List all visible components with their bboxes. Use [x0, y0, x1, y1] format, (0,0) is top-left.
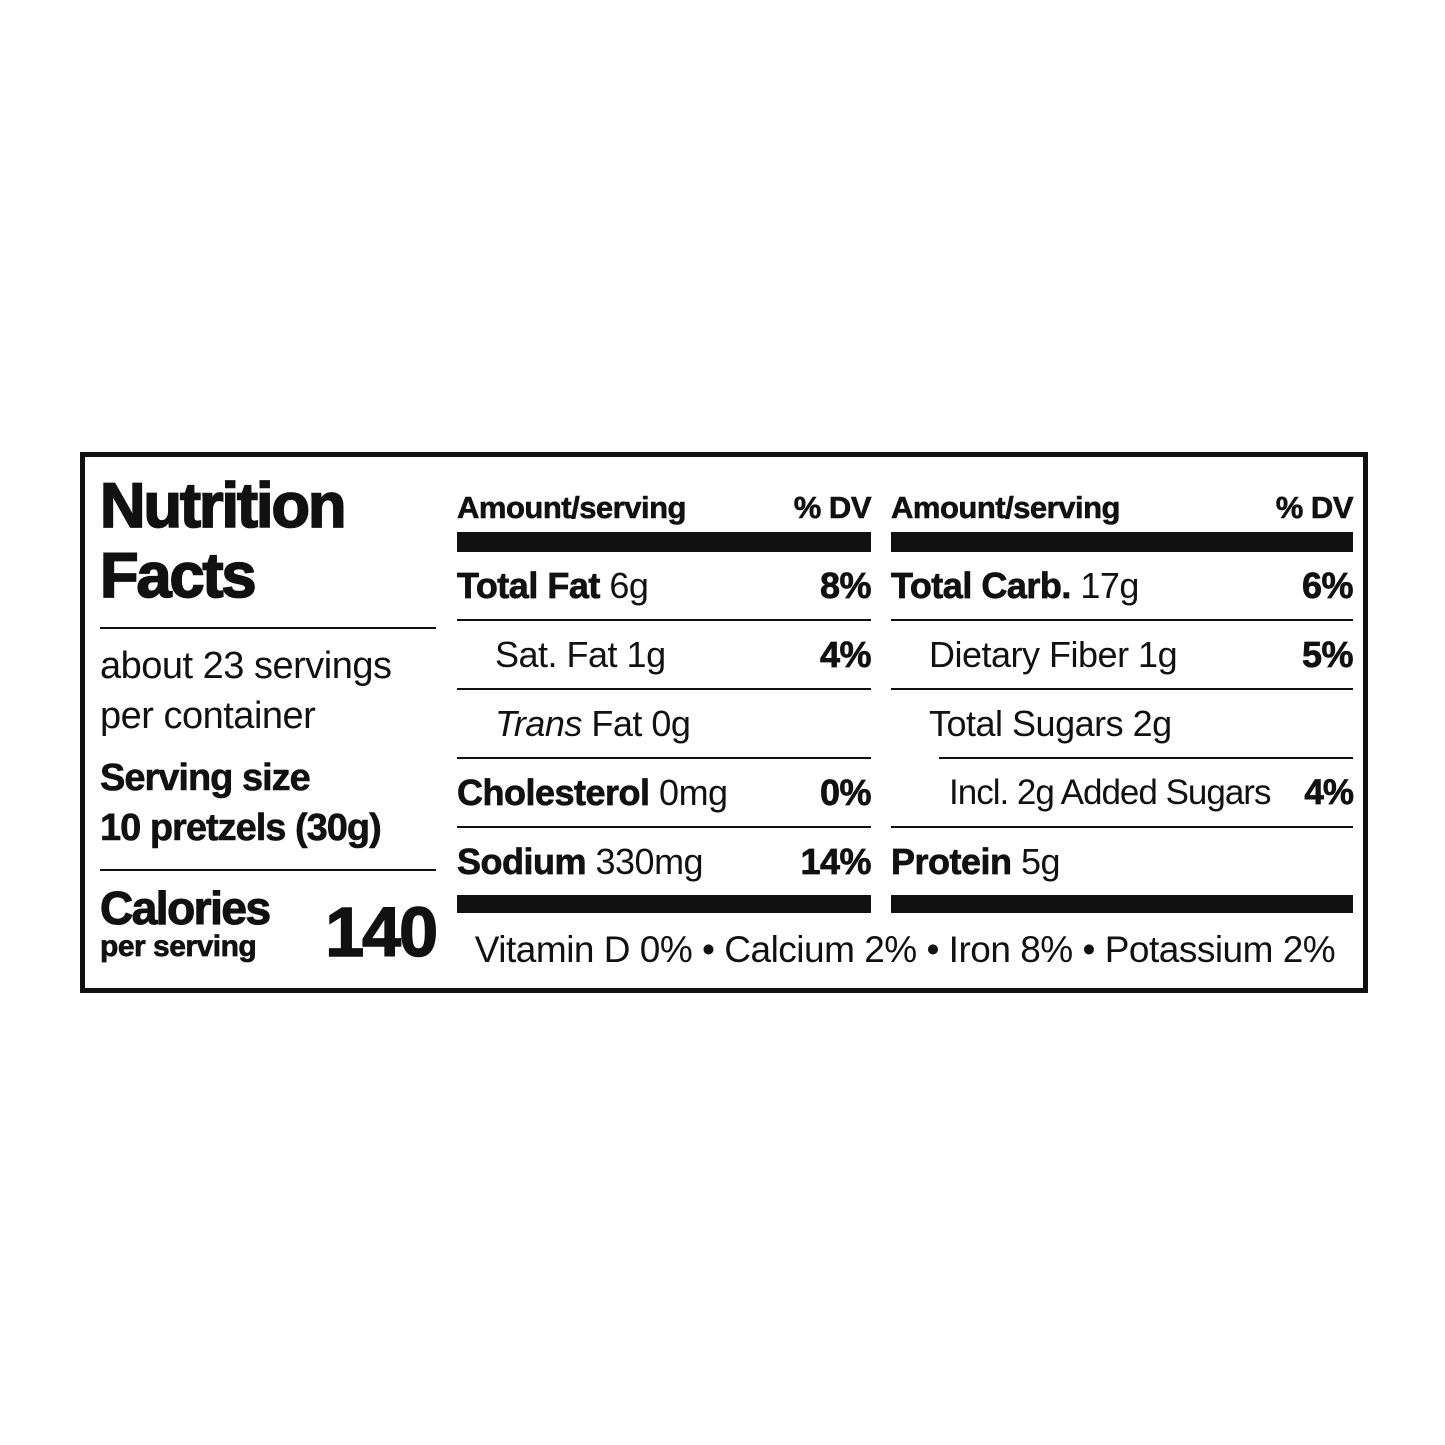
- left-divider-bottom: [100, 869, 436, 871]
- hairline: [457, 619, 871, 621]
- serving-size: Serving size 10 pretzels (30g): [100, 753, 436, 853]
- nutrient-dv: 14%: [800, 840, 872, 882]
- left-divider-top: [100, 627, 436, 629]
- column-header-right: Amount/serving % DV: [891, 478, 1354, 532]
- separator-bar: [457, 895, 871, 913]
- hairline-indented: [939, 757, 1353, 759]
- nutrient-row-cholesterol: Cholesterol 0mg 0%: [457, 759, 872, 826]
- dv-header: % DV: [793, 490, 871, 526]
- nutrient-name: Incl. 2g Added Sugars: [949, 772, 1271, 812]
- nutrient-column-middle: Amount/serving % DV Total Fat 6g 8% Sat.…: [457, 478, 872, 913]
- calories-labels: Calories per serving: [99, 882, 271, 963]
- vitamins-footer: Vitamin D 0% • Calcium 2% • Iron 8% • Po…: [474, 929, 1336, 970]
- nutrient-dv: 5%: [1301, 633, 1354, 675]
- nutrient-row-total-carb: Total Carb. 17g 6%: [891, 552, 1354, 619]
- hairline: [891, 826, 1353, 828]
- label-title-line2: Facts: [99, 540, 257, 612]
- nutrient-name: Cholesterol 0mg: [457, 771, 728, 813]
- nutrient-name: Total Carb. 17g: [891, 564, 1140, 606]
- servings-per-container: about 23 servings per container: [100, 641, 436, 741]
- hairline: [457, 688, 871, 690]
- calories-label: Calories: [99, 882, 271, 934]
- nutrient-row-dietary-fiber: Dietary Fiber 1g 5%: [891, 621, 1354, 688]
- serving-size-value: 10 pretzels (30g): [100, 807, 382, 850]
- label-title: Nutrition Facts: [99, 470, 436, 612]
- nutrient-row-protein: Protein 5g: [891, 828, 1353, 895]
- hairline: [891, 619, 1353, 621]
- nutrient-name: Total Sugars 2g: [929, 702, 1172, 744]
- nutrient-dv: 0%: [819, 771, 872, 813]
- nutrient-name: Sat. Fat 1g: [495, 633, 666, 675]
- separator-bar: [457, 532, 871, 552]
- nutrient-dv: 8%: [819, 564, 872, 606]
- nutrient-dv: 6%: [1301, 564, 1354, 606]
- hairline: [891, 688, 1353, 690]
- calories-sublabel: per serving: [100, 930, 257, 963]
- nutrient-name: Sodium 330mg: [457, 840, 704, 882]
- hairline: [457, 826, 871, 828]
- separator-bar: [891, 532, 1353, 552]
- column-header-middle: Amount/serving % DV: [457, 478, 872, 532]
- separator-bar: [891, 895, 1353, 913]
- nutrient-row-sodium: Sodium 330mg 14%: [457, 828, 872, 895]
- nutrient-row-total-fat: Total Fat 6g 8%: [457, 552, 872, 619]
- servings-line1: about 23 servings: [100, 645, 392, 687]
- label-title-line1: Nutrition: [99, 470, 347, 542]
- nutrient-name: Protein 5g: [891, 840, 1061, 882]
- calories-block: Calories per serving 140: [99, 882, 438, 971]
- nutrient-row-trans-fat: Trans Fat 0g: [457, 690, 871, 757]
- label-left-column: Nutrition Facts about 23 servings per co…: [99, 470, 439, 971]
- nutrient-row-sat-fat: Sat. Fat 1g 4%: [457, 621, 872, 688]
- nutrient-name: Total Fat 6g: [457, 564, 649, 606]
- amount-serving-header: Amount/serving: [891, 490, 1121, 526]
- servings-line2: per container: [100, 695, 316, 737]
- nutrient-dv: 4%: [1304, 772, 1354, 812]
- hairline: [457, 757, 871, 759]
- nutrient-row-total-sugars: Total Sugars 2g: [891, 690, 1353, 757]
- nutrition-facts-label: Nutrition Facts about 23 servings per co…: [80, 452, 1368, 993]
- dv-header: % DV: [1275, 490, 1353, 526]
- nutrient-dv: 4%: [819, 633, 872, 675]
- nutrient-name: Dietary Fiber 1g: [929, 633, 1178, 675]
- calories-value: 140: [324, 893, 438, 971]
- nutrient-row-added-sugars: Incl. 2g Added Sugars 4%: [891, 759, 1354, 826]
- nutrient-name: Trans Fat 0g: [495, 702, 691, 744]
- amount-serving-header: Amount/serving: [457, 490, 687, 526]
- serving-size-label: Serving size: [100, 757, 311, 800]
- nutrient-column-right: Amount/serving % DV Total Carb. 17g 6% D…: [891, 478, 1354, 913]
